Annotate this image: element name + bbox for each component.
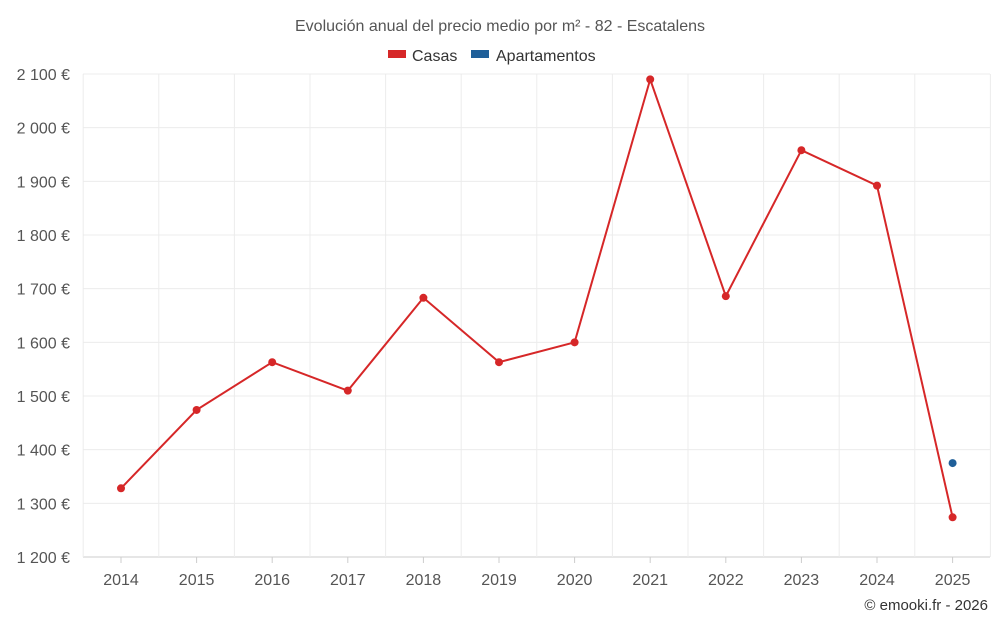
- legend-swatch-casas: [388, 50, 406, 58]
- y-tick-label: 1 600 €: [17, 335, 70, 352]
- y-tick-label: 1 900 €: [17, 174, 70, 191]
- data-point-casas[interactable]: [797, 146, 806, 155]
- chart-title: Evolución anual del precio medio por m² …: [295, 18, 705, 35]
- data-point-apartamentos[interactable]: [948, 459, 957, 468]
- data-point-casas[interactable]: [343, 386, 352, 395]
- x-tick-label: 2015: [179, 572, 215, 589]
- legend-label-apartamentos: Apartamentos: [496, 48, 596, 65]
- legend-item-casas[interactable]: Casas: [388, 48, 457, 65]
- x-tick-label: 2014: [103, 572, 139, 589]
- x-tick-label: 2019: [481, 572, 517, 589]
- data-point-casas[interactable]: [721, 292, 730, 301]
- grid: [82, 73, 991, 558]
- y-tick-label: 1 400 €: [17, 443, 70, 460]
- legend: Casas Apartamentos: [388, 48, 596, 65]
- data-point-casas[interactable]: [419, 293, 428, 302]
- data-point-casas[interactable]: [948, 513, 957, 522]
- data-point-casas[interactable]: [117, 484, 125, 493]
- series-layer: [117, 75, 957, 522]
- y-axis: 1 200 € 1 300 € 1 400 € 1 500 € 1 600 € 1 700…: [17, 67, 70, 567]
- legend-swatch-apartamentos: [471, 50, 489, 58]
- legend-item-apartamentos[interactable]: Apartamentos: [471, 48, 596, 65]
- legend-label-casas: Casas: [412, 48, 457, 65]
- data-point-casas[interactable]: [570, 338, 579, 347]
- credit-text: © emooki.fr - 2026: [864, 597, 988, 614]
- x-tick-label: 2024: [859, 572, 895, 589]
- x-tick-label: 2017: [330, 572, 366, 589]
- data-point-casas[interactable]: [646, 75, 655, 84]
- x-axis: 2014 2015 2016 2017 2018 2019 2020 2021 2022 2023…: [103, 557, 970, 589]
- data-point-casas[interactable]: [495, 358, 503, 367]
- y-tick-label: 1 700 €: [17, 282, 70, 299]
- y-tick-label: 1 500 €: [17, 389, 70, 406]
- x-tick-label: 2022: [708, 572, 744, 589]
- x-tick-label: 2020: [557, 572, 593, 589]
- x-tick-label: 2025: [935, 572, 971, 589]
- x-tick-label: 2018: [406, 572, 442, 589]
- x-tick-label: 2023: [784, 572, 820, 589]
- x-tick-label: 2016: [254, 572, 290, 589]
- data-point-casas[interactable]: [268, 358, 277, 367]
- x-tick-label: 2021: [632, 572, 668, 589]
- data-point-casas[interactable]: [192, 405, 201, 414]
- y-tick-label: 2 000 €: [17, 121, 70, 138]
- series-line-casas: [120, 76, 954, 518]
- y-tick-label: 1 800 €: [17, 228, 70, 245]
- y-tick-label: 1 200 €: [17, 550, 70, 567]
- data-point-casas[interactable]: [873, 181, 881, 190]
- y-tick-label: 2 100 €: [17, 67, 70, 84]
- y-tick-label: 1 300 €: [17, 496, 70, 513]
